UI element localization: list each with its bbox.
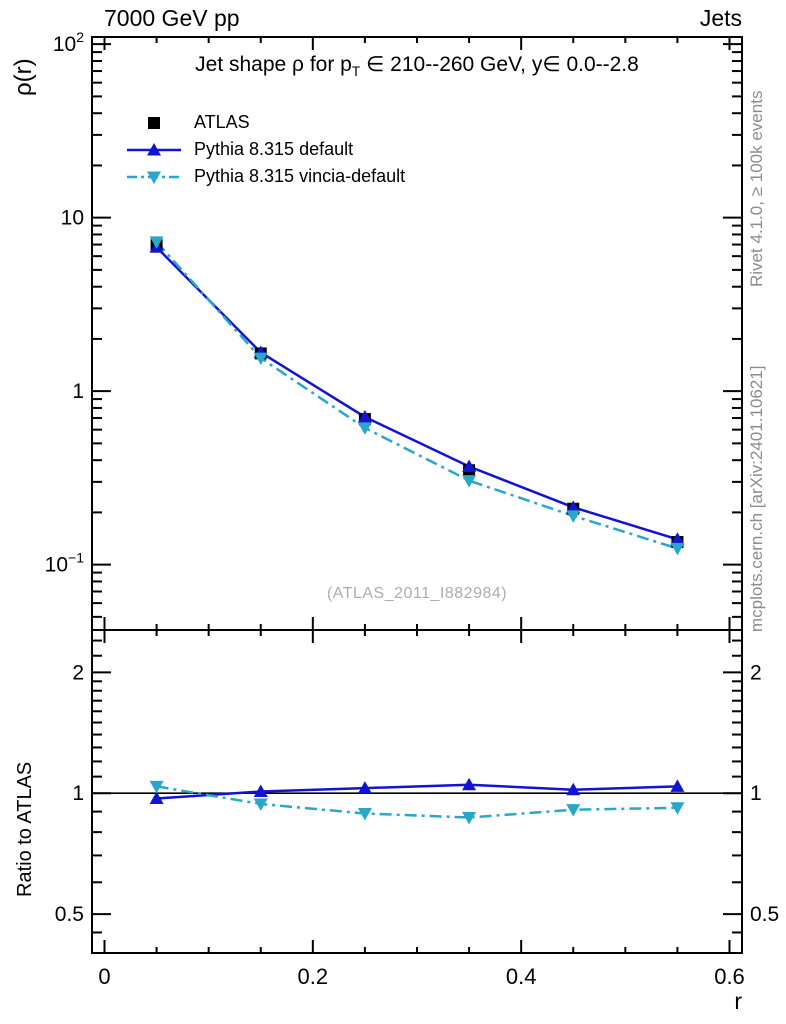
- data-point-triangle-up: [566, 782, 581, 796]
- data-point-triangle-down: [566, 804, 581, 817]
- data-point-triangle-up: [670, 532, 685, 545]
- series-line: [156, 783, 678, 800]
- data-point-triangle-down: [357, 808, 372, 821]
- data-point-triangle-up: [462, 459, 477, 472]
- analysis-id-watermark: (ATLAS_2011_I882984): [326, 585, 508, 602]
- data-point-triangle-down: [253, 798, 268, 812]
- data-point-triangle-down: [253, 352, 268, 366]
- legend-item: ATLAS: [126, 109, 405, 136]
- data-point-triangle-up: [357, 409, 372, 423]
- y-axis-label-ratio: Ratio to ATLAS: [14, 761, 36, 897]
- legend-square-swatch: [148, 116, 160, 129]
- series-line: [155, 241, 678, 550]
- y-tick-label: 2: [72, 661, 84, 684]
- data-point-triangle-down: [462, 475, 477, 488]
- y-tick-label: 1: [72, 782, 84, 805]
- y-tick-label: 1: [750, 782, 762, 805]
- y-tick-label: 102: [53, 29, 84, 56]
- data-point-triangle-up: [462, 777, 477, 791]
- data-point-triangle-down: [462, 812, 477, 825]
- process-label: Jets: [699, 5, 742, 31]
- y-tick-label: 10: [61, 207, 84, 230]
- title-text-1: Jet shape ρ for p: [195, 53, 352, 76]
- legend-item: Pythia 8.315 default: [126, 136, 405, 163]
- title-subscript: T: [351, 63, 361, 79]
- y-tick-label: 2: [750, 661, 762, 684]
- legend-item-label: ATLAS: [194, 112, 250, 132]
- legend-triangle-up-swatch: [127, 142, 181, 155]
- data-point-triangle-up: [670, 779, 685, 792]
- series-line: [156, 785, 678, 819]
- data-point-triangle-down: [566, 510, 581, 523]
- data-point-triangle-down: [670, 802, 685, 815]
- y-tick-label: 1: [72, 380, 84, 403]
- data-point-triangle-down: [670, 542, 685, 556]
- data-point-triangle-down: [149, 236, 164, 249]
- title-text-2: ∈ 210--260 GeV, y∈ 0.0--2.8: [360, 53, 639, 76]
- data-point-triangle-up: [253, 784, 268, 797]
- legend: ATLAS Pythia 8.315 default Pythia 8.315 vi…: [126, 109, 405, 190]
- panel-ratio: 2 2 1 1 0.5 0.5 0 0.2 0.4 0.6: [55, 629, 779, 989]
- data-point-triangle-up: [149, 791, 164, 805]
- x-tick-label: 0.6: [714, 964, 745, 989]
- legend-item-label: Pythia 8.315 default: [194, 139, 354, 159]
- legend-item: Pythia 8.315 vincia-default: [126, 163, 405, 190]
- x-tick-label: 0.2: [298, 964, 329, 989]
- y-tick-label: 0.5: [750, 903, 779, 926]
- x-tick-label: 0: [98, 964, 110, 989]
- data-point-triangle-down: [357, 422, 372, 435]
- plot-title: Jet shape ρ for pT ∈ 210--260 GeV, y∈ 0.…: [92, 52, 742, 79]
- legend-triangle-down-swatch: [127, 171, 181, 184]
- data-point-triangle-up: [566, 500, 581, 513]
- y-axis-label-main: ρ(r): [10, 58, 37, 96]
- beam-energy-label: 7000 GeV pp: [104, 5, 240, 31]
- data-point-triangle-up: [357, 781, 372, 794]
- y-tick-label: 10−1: [45, 550, 85, 577]
- data-point-triangle-down: [149, 780, 164, 794]
- x-axis-label: r: [734, 988, 742, 1014]
- x-tick-label: 0.4: [506, 964, 537, 989]
- series-line: [155, 246, 678, 541]
- y-tick-label: 0.5: [55, 903, 84, 926]
- legend-item-label: Pythia 8.315 vincia-default: [194, 166, 406, 186]
- mcplots-source-note: mcplots.cern.ch [arXiv:2401.10621]: [747, 365, 766, 632]
- rivet-version-note: Rivet 4.1.0, ≥ 100k events: [747, 90, 766, 287]
